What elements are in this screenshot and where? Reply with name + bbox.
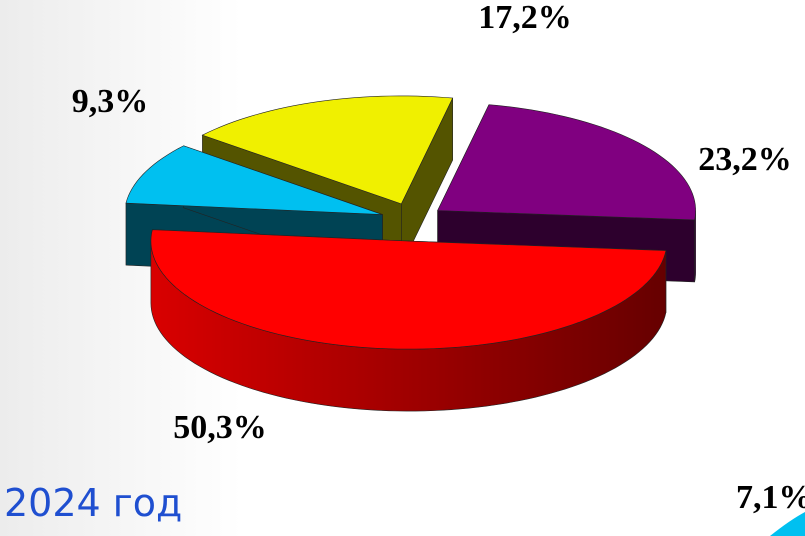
value-label: 23,2% <box>698 141 792 178</box>
slice-top <box>437 104 696 221</box>
slice-top <box>150 229 667 350</box>
slice-top <box>125 145 383 215</box>
pie <box>125 95 696 412</box>
value-label: 50,3% <box>173 409 267 446</box>
slice-wall <box>694 210 696 282</box>
value-label: 9,3% <box>72 83 149 120</box>
value-label: 17,2% <box>478 0 572 36</box>
slice <box>150 229 667 412</box>
side-label: 7,1% <box>736 479 805 516</box>
side-slice <box>770 512 805 536</box>
year-label: 2024 год <box>4 481 182 525</box>
slice-top <box>201 95 454 205</box>
